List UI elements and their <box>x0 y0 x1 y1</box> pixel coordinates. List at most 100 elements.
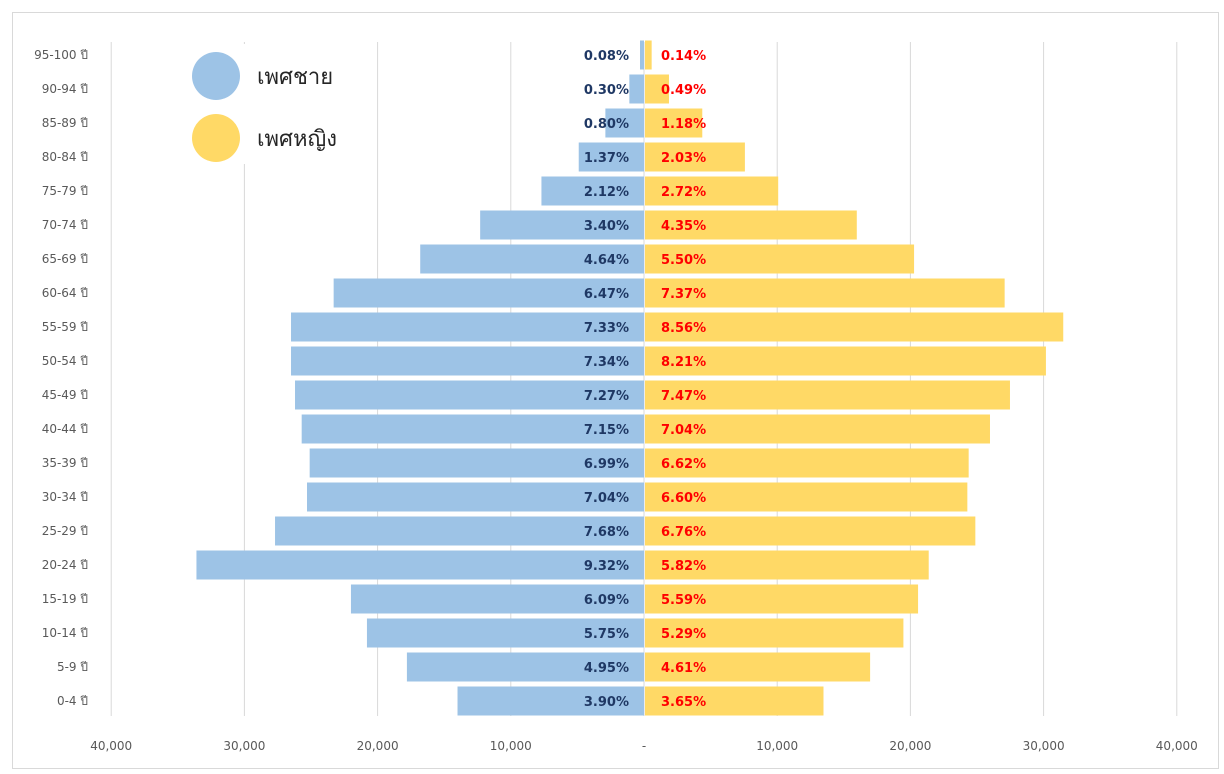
female-pct-label: 2.03% <box>661 151 706 166</box>
male-pct-label: 0.80% <box>584 117 629 132</box>
female-bar <box>645 584 919 614</box>
male-pct-label: 6.99% <box>584 457 629 472</box>
male-bar <box>605 108 644 138</box>
male-pct-label: 6.47% <box>584 287 629 302</box>
female-pct-label: 1.18% <box>661 117 706 132</box>
female-bar <box>645 142 745 172</box>
legend-male-label: เพศชาย <box>257 65 333 90</box>
male-bar <box>350 584 644 614</box>
x-tick-label: 40,000 <box>1156 739 1198 753</box>
male-bar <box>196 550 644 580</box>
male-bar <box>541 176 644 206</box>
female-pct-label: 0.49% <box>661 83 706 98</box>
category-axis: 0-4 ปี 5-9 ปี 10-14 ปี 15-19 ปี 20-24 ปี 25-2… <box>34 48 88 708</box>
female-bar <box>645 618 904 648</box>
female-pct-label: 4.61% <box>661 661 706 676</box>
female-bar <box>645 108 703 138</box>
male-bar <box>301 414 644 444</box>
male-bar <box>275 516 644 546</box>
legend-female-label: เพศหญิง <box>257 127 337 152</box>
male-bar <box>333 278 644 308</box>
female-bar <box>645 210 857 240</box>
age-group-label: 65-69 ปี <box>42 252 88 266</box>
age-group-label: 90-94 ปี <box>42 82 88 96</box>
female-bar <box>645 278 1005 308</box>
legend-female-swatch <box>192 114 240 162</box>
female-bar <box>645 244 915 274</box>
female-pct-label: 5.29% <box>661 627 706 642</box>
male-pct-label: 3.90% <box>584 695 629 710</box>
male-pct-label: 3.40% <box>584 219 629 234</box>
female-pct-label: 6.76% <box>661 525 706 540</box>
age-group-label: 75-79 ปี <box>42 184 88 198</box>
x-tick-label: 30,000 <box>1023 739 1065 753</box>
x-tick-label: 10,000 <box>490 739 532 753</box>
age-group-label: 5-9 ปี <box>57 660 88 674</box>
female-pct-label: 7.37% <box>661 287 706 302</box>
female-bar <box>645 652 871 682</box>
age-group-label: 30-34 ปี <box>42 490 88 504</box>
male-pct-label: 0.30% <box>584 83 629 98</box>
legend: เพศชาย เพศหญิง <box>188 44 374 164</box>
male-bar <box>291 346 644 376</box>
female-pct-label: 5.59% <box>661 593 706 608</box>
female-pct-label: 7.04% <box>661 423 706 438</box>
female-pct-label: 5.50% <box>661 253 706 268</box>
female-pct-label: 3.65% <box>661 695 706 710</box>
age-group-label: 10-14 ปี <box>42 626 88 640</box>
x-tick-label: 40,000 <box>90 739 132 753</box>
bars <box>196 40 1064 716</box>
female-pct-label: 6.62% <box>661 457 706 472</box>
female-bar <box>645 686 824 716</box>
male-pct-label: 7.34% <box>584 355 629 370</box>
female-pct-label: 2.72% <box>661 185 706 200</box>
male-pct-label: 6.09% <box>584 593 629 608</box>
male-bar <box>457 686 644 716</box>
male-pct-label: 7.15% <box>584 423 629 438</box>
female-pct-label: 8.56% <box>661 321 706 336</box>
female-pct-label: 7.47% <box>661 389 706 404</box>
age-group-label: 25-29 ปี <box>42 524 88 538</box>
male-pct-label: 4.64% <box>584 253 629 268</box>
female-bar <box>645 40 652 70</box>
age-group-label: 45-49 ปี <box>42 388 88 402</box>
male-pct-label: 7.33% <box>584 321 629 336</box>
female-pct-label: 5.82% <box>661 559 706 574</box>
female-bar <box>645 448 969 478</box>
x-tick-label: - <box>642 739 646 753</box>
male-pct-label: 1.37% <box>584 151 629 166</box>
x-tick-label: 10,000 <box>756 739 798 753</box>
male-bar <box>640 40 644 70</box>
male-pct-label: 9.32% <box>584 559 629 574</box>
age-group-label: 35-39 ปี <box>42 456 88 470</box>
female-pct-label: 4.35% <box>661 219 706 234</box>
x-tick-label: 30,000 <box>223 739 265 753</box>
male-pct-label: 4.95% <box>584 661 629 676</box>
female-pct-label: 8.21% <box>661 355 706 370</box>
age-group-label: 0-4 ปี <box>57 694 88 708</box>
male-pct-label: 2.12% <box>584 185 629 200</box>
age-group-label: 70-74 ปี <box>42 218 88 232</box>
male-bar <box>295 380 644 410</box>
female-bar <box>645 176 779 206</box>
male-bar <box>309 448 644 478</box>
age-group-label: 95-100 ปี <box>34 48 88 62</box>
age-group-label: 80-84 ปี <box>42 150 88 164</box>
male-pct-label: 0.08% <box>584 49 629 64</box>
female-bar <box>645 414 990 444</box>
female-bar <box>645 74 669 104</box>
age-group-label: 15-19 ปี <box>42 592 88 606</box>
data-labels: 3.90% 3.65% 4.95% 4.61% 5.75% 5.29% 6.09% 5.59%… <box>584 49 706 710</box>
male-pct-label: 7.27% <box>584 389 629 404</box>
female-bar <box>645 380 1010 410</box>
male-bar <box>366 618 644 648</box>
female-bar <box>645 482 968 512</box>
female-pct-label: 0.14% <box>661 49 706 64</box>
female-bar <box>645 550 929 580</box>
age-group-label: 20-24 ปี <box>42 558 88 572</box>
age-group-label: 50-54 ปี <box>42 354 88 368</box>
male-pct-label: 5.75% <box>584 627 629 642</box>
male-pct-label: 7.04% <box>584 491 629 506</box>
male-bar <box>578 142 644 172</box>
